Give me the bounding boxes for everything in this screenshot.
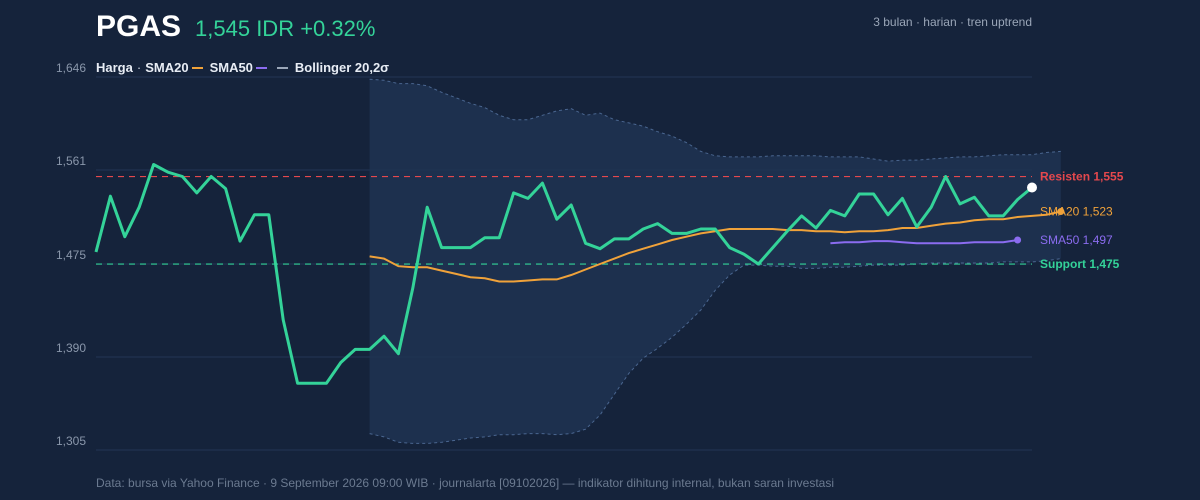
sma20-end-dot [1057,208,1065,216]
legend-bollinger-swatch [276,66,288,69]
legend-price: Harga [96,60,133,75]
price-end-dot [1027,182,1037,193]
price-quote: 1,545 IDR +0.32% [195,16,376,41]
legend-sma50-swatch [255,66,267,69]
chart-legend: Harga · SMA20 SMA50 Bollinger 20,2σ [96,60,389,75]
bollinger-lower-line [369,258,1061,444]
legend-separator: · [136,60,142,75]
y-tick-label: 1,561 [56,154,86,168]
sma50-line [830,239,1018,245]
legend-bollinger: Bollinger 20,2σ [294,60,390,75]
legend-sma20: SMA20 [145,60,189,75]
bollinger-upper-line [369,78,1061,162]
sma50-end-dot [1014,236,1022,244]
resistance-label: Resisten 1,555 [1040,170,1124,184]
y-tick-label: 1,305 [56,434,86,448]
ticker-symbol: PGAS [96,10,182,43]
price-line [94,163,1033,385]
sma50-end-label: SMA50 1,497 [1040,233,1113,247]
bollinger-band [369,78,1061,444]
bollinger-band-fill [369,79,1061,444]
series-lines [94,163,1065,385]
chart-footer: Data: bursa via Yahoo Finance · 9 Septem… [96,476,834,490]
support-label: Support 1,475 [1040,257,1120,271]
reference-lines [96,175,1032,265]
y-tick-label: 1,390 [56,341,86,355]
y-axis-ticks: 1,305 1,390 1,475 1,561 1,646 [56,61,86,448]
chart-subtitle: 3 bulan · harian · tren uptrend [873,15,1032,29]
sma20-end-label: SMA20 1,523 [1040,205,1113,219]
y-tick-label: 1,646 [56,61,86,75]
legend-sma50: SMA50 [209,60,253,75]
legend-sma20-swatch [191,66,203,69]
y-tick-label: 1,475 [56,248,86,262]
end-labels: Resisten 1,555 SMA20 1,523 SMA50 1,497 Supp… [1040,170,1124,272]
chart-header: PGAS 1,545 IDR +0.32% [96,10,375,44]
